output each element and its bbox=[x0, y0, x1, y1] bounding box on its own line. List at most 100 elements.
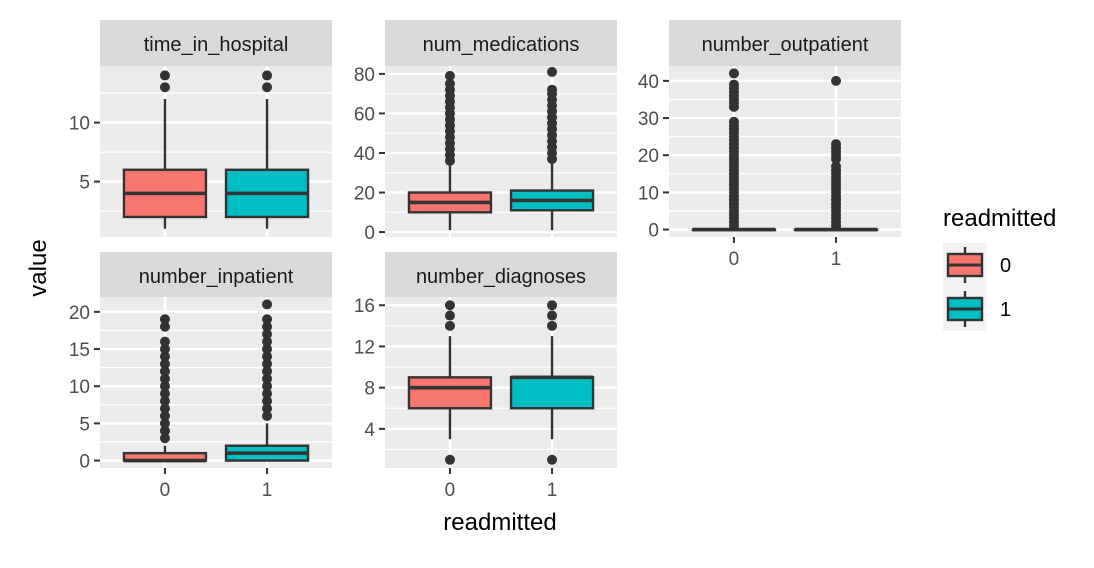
outlier-point bbox=[262, 314, 273, 325]
outlier-point bbox=[262, 344, 273, 355]
y-tick-label: 12 bbox=[354, 337, 375, 358]
outlier-point bbox=[159, 321, 170, 332]
y-tick-label: 0 bbox=[648, 221, 659, 242]
outlier-point bbox=[262, 336, 273, 347]
outlier-point bbox=[444, 70, 455, 81]
x-tick-label: 1 bbox=[831, 249, 842, 270]
legend-keys: 01 bbox=[943, 243, 1011, 331]
boxplot-1 bbox=[793, 75, 879, 232]
boxplot-1 bbox=[224, 70, 310, 229]
outlier-point bbox=[444, 320, 455, 331]
legend-label: 0 bbox=[1000, 255, 1011, 277]
y-tick-label: 80 bbox=[354, 65, 375, 86]
outlier-point bbox=[262, 321, 273, 332]
y-tick-label: 10 bbox=[69, 377, 90, 398]
outlier-point bbox=[262, 396, 273, 407]
x-tick-label: 0 bbox=[160, 480, 171, 501]
y-tick-label: 30 bbox=[638, 109, 659, 130]
outlier-point bbox=[159, 358, 170, 369]
outlier-point bbox=[159, 410, 170, 421]
outlier-point bbox=[831, 75, 842, 86]
y-tick-label: 10 bbox=[638, 183, 659, 204]
outlier-point bbox=[547, 310, 558, 321]
x-tick-label: 1 bbox=[547, 480, 558, 501]
facet-panel-num_medications: num_medications 0 20 40 60 80 bbox=[354, 20, 617, 244]
outlier-point bbox=[159, 388, 170, 399]
x-tick-label: 0 bbox=[445, 480, 456, 501]
facet-title: num_medications bbox=[423, 34, 580, 56]
outlier-point bbox=[728, 68, 739, 79]
y-tick-label: 5 bbox=[79, 173, 90, 194]
legend-key-1: 1 bbox=[943, 287, 1011, 331]
outlier-point bbox=[262, 70, 273, 81]
boxplot-1 bbox=[509, 300, 595, 465]
outlier-point bbox=[444, 454, 455, 465]
outlier-point bbox=[159, 418, 170, 429]
outlier-point bbox=[262, 403, 273, 414]
facet-strip bbox=[100, 20, 332, 66]
outlier-point bbox=[159, 336, 170, 347]
y-tick-label: 10 bbox=[69, 114, 90, 135]
outlier-point bbox=[547, 320, 558, 331]
y-tick-label: 0 bbox=[364, 223, 375, 244]
facet-panel-time_in_hospital: time_in_hospital 5 10 bbox=[69, 20, 332, 237]
panel-background bbox=[669, 66, 901, 237]
outlier-point bbox=[159, 433, 170, 444]
outlier-point bbox=[159, 396, 170, 407]
y-tick-label: 8 bbox=[364, 379, 375, 400]
panels-layer: time_in_hospital510num_medications020406… bbox=[69, 20, 901, 501]
outlier-point bbox=[262, 358, 273, 369]
panel-background bbox=[100, 297, 332, 468]
facet-strip bbox=[385, 252, 617, 297]
y-tick-label: 20 bbox=[354, 184, 375, 205]
outlier-point bbox=[159, 82, 170, 93]
facet-panel-number_outpatient: number_outpatient 0 10 20 30 40 0 1 bbox=[638, 20, 901, 270]
legend-title: readmitted bbox=[943, 205, 1056, 232]
facet-title: number_inpatient bbox=[139, 266, 294, 288]
facet-title: number_outpatient bbox=[702, 34, 869, 56]
outlier-point bbox=[547, 454, 558, 465]
y-tick-label: 20 bbox=[69, 303, 90, 324]
outlier-point bbox=[262, 82, 273, 93]
facet-strip bbox=[100, 252, 332, 297]
facet-strip bbox=[385, 20, 617, 66]
outlier-point bbox=[444, 300, 455, 311]
legend-key-0: 0 bbox=[943, 243, 1011, 287]
outlier-point bbox=[262, 410, 273, 421]
outlier-point bbox=[159, 344, 170, 355]
boxplot-0 bbox=[122, 314, 208, 463]
y-tick-label: 40 bbox=[354, 144, 375, 165]
boxplot-1 bbox=[224, 299, 310, 462]
outlier-point bbox=[262, 381, 273, 392]
boxplot-0 bbox=[122, 70, 208, 229]
outlier-point bbox=[159, 373, 170, 384]
outlier-point bbox=[262, 366, 273, 377]
y-tick-label: 4 bbox=[364, 420, 375, 441]
outlier-point bbox=[547, 66, 558, 77]
outlier-point bbox=[159, 70, 170, 81]
outlier-point bbox=[262, 373, 273, 384]
outlier-point bbox=[831, 161, 842, 172]
y-tick-label: 16 bbox=[354, 296, 375, 317]
facet-title: number_diagnoses bbox=[416, 266, 586, 288]
outlier-point bbox=[262, 351, 273, 362]
outlier-point bbox=[444, 310, 455, 321]
box bbox=[509, 376, 595, 410]
x-tick-label: 0 bbox=[729, 249, 740, 270]
boxplot-1 bbox=[509, 66, 595, 231]
outlier-point bbox=[159, 366, 170, 377]
legend-label: 1 bbox=[1000, 299, 1011, 321]
outlier-point bbox=[728, 116, 739, 127]
y-axis-title: value bbox=[25, 239, 52, 296]
y-tick-label: 5 bbox=[79, 414, 90, 435]
boxplot-0 bbox=[407, 70, 493, 231]
facet-panel-number_inpatient: number_inpatient 0 5 10 15 20 0 1 bbox=[69, 252, 332, 501]
x-axis-title: readmitted bbox=[443, 509, 556, 536]
outlier-point bbox=[728, 79, 739, 90]
y-tick-label: 40 bbox=[638, 72, 659, 93]
y-tick-label: 0 bbox=[79, 452, 90, 473]
y-tick-label: 60 bbox=[354, 104, 375, 125]
outlier-point bbox=[159, 351, 170, 362]
facet-panel-number_diagnoses: number_diagnoses 4 8 12 16 0 1 bbox=[354, 252, 617, 501]
facet-strip bbox=[669, 20, 901, 66]
